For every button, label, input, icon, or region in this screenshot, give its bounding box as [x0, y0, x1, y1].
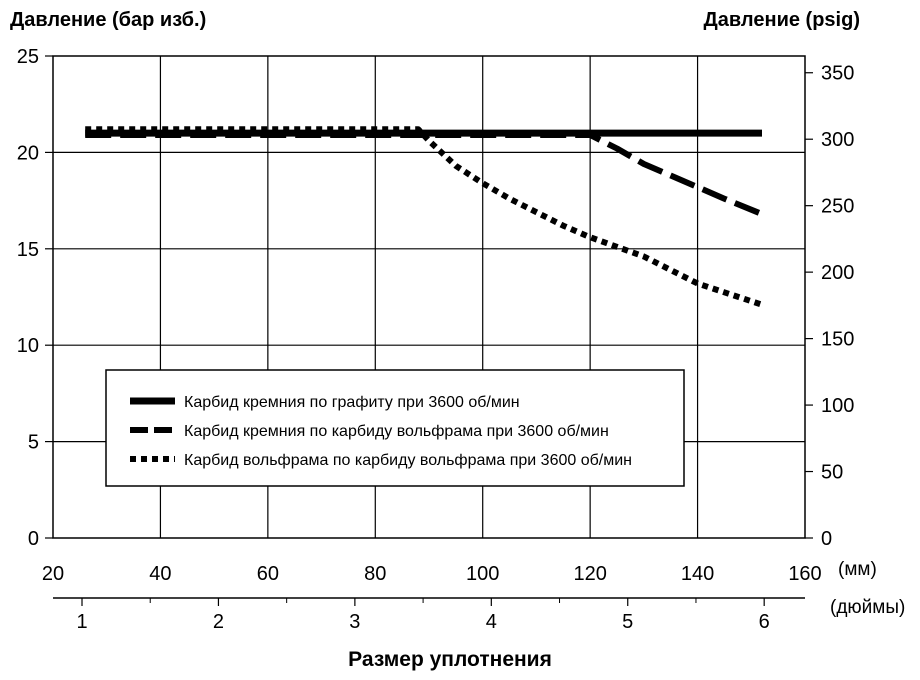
x-tick-label-in: 5 — [622, 611, 633, 633]
right-tick-label: 50 — [821, 462, 843, 484]
left-tick-label: 15 — [17, 239, 39, 261]
x-tick-label-mm: 120 — [573, 563, 606, 585]
right-tick-label: 200 — [821, 262, 854, 284]
right-tick-label: 350 — [821, 63, 854, 85]
left-axis-title: Давление (бар изб.) — [10, 9, 206, 31]
right-tick-label: 100 — [821, 395, 854, 417]
x-tick-label-mm: 40 — [149, 563, 171, 585]
x-tick-label-mm: 100 — [466, 563, 499, 585]
x-unit-mm: (мм) — [838, 559, 877, 580]
x-axis-inches: 1 2 3 4 5 6 — [53, 597, 805, 633]
right-tick-label: 0 — [821, 528, 832, 550]
series-line-dotted — [85, 126, 763, 308]
plot-frame — [52, 55, 806, 539]
x-tick-label-mm: 80 — [364, 563, 386, 585]
right-tick-label: 300 — [821, 129, 854, 151]
right-tick-label: 250 — [821, 196, 854, 218]
series-layer — [85, 126, 764, 308]
legend-label: Карбид кремния по карбиду вольфрама при … — [184, 423, 609, 440]
left-tick-label: 20 — [17, 142, 39, 164]
x-axis-mm: 20 40 60 80 100 120 140 160 — [42, 563, 822, 585]
right-axis: 0 50 100 150 200 250 300 350 — [805, 63, 854, 550]
legend-label: Карбид кремния по графиту при 3600 об/ми… — [184, 394, 520, 411]
left-axis: 0 5 10 15 20 25 — [17, 46, 53, 550]
x-tick-label-mm: 60 — [257, 563, 279, 585]
x-tick-label-mm: 20 — [42, 563, 64, 585]
right-tick-label: 150 — [821, 329, 854, 351]
legend-box — [105, 369, 685, 487]
x-tick-label-in: 4 — [486, 611, 497, 633]
x-tick-label-in: 1 — [76, 611, 87, 633]
left-tick-label: 25 — [17, 46, 39, 68]
series-line-dashed — [85, 132, 764, 217]
right-axis-title: Давление (psig) — [704, 9, 860, 31]
left-tick-label: 10 — [17, 335, 39, 357]
x-tick-label-in: 6 — [759, 611, 770, 633]
x-unit-inches: (дюймы) — [830, 597, 905, 618]
x-tick-label-in: 3 — [349, 611, 360, 633]
legend: Карбид кремния по графиту при 3600 об/ми… — [105, 369, 685, 487]
x-tick-label-mm: 140 — [681, 563, 714, 585]
legend-label: Карбид вольфрама по карбиду вольфрама пр… — [184, 452, 632, 469]
x-axis-label: Размер уплотнения — [348, 648, 552, 671]
left-tick-label: 0 — [28, 528, 39, 550]
x-tick-label-mm: 160 — [788, 563, 821, 585]
left-tick-label: 5 — [28, 432, 39, 454]
x-tick-label-in: 2 — [213, 611, 224, 633]
